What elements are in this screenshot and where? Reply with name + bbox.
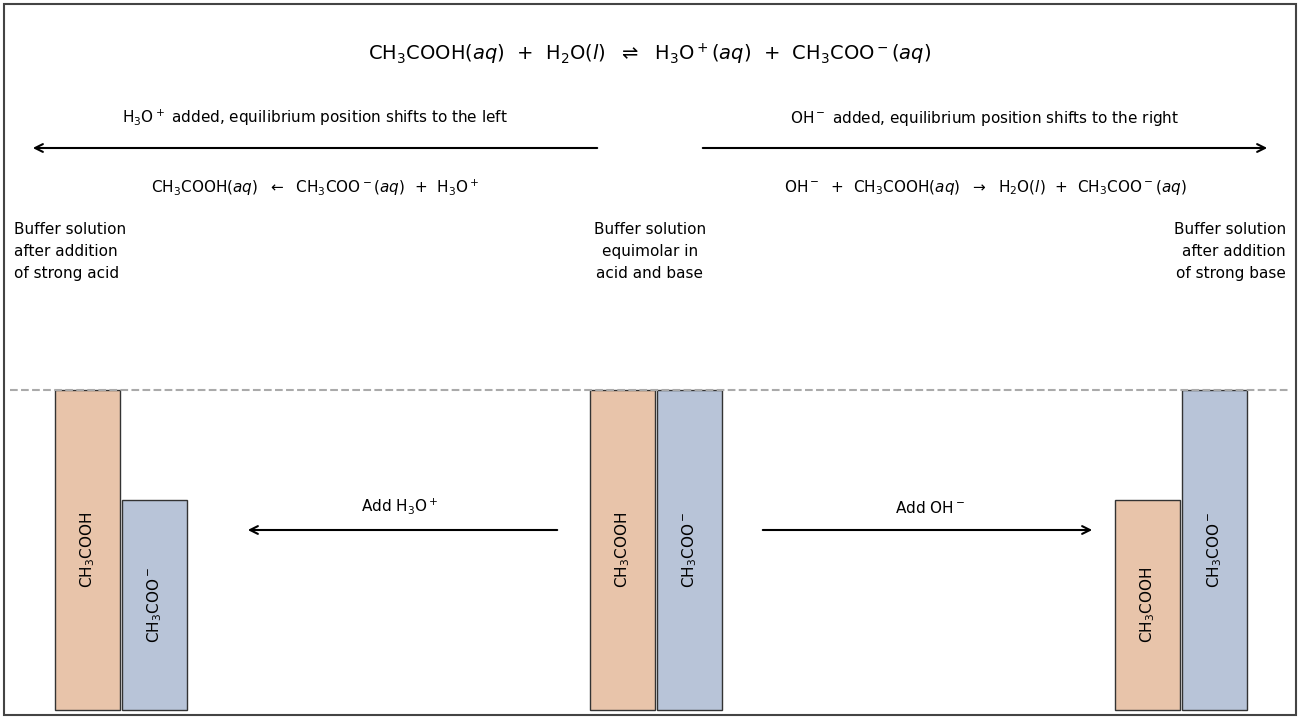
Text: $\rm CH_3COOH$: $\rm CH_3COOH$ (78, 512, 96, 588)
Text: Buffer solution
after addition
of strong base: Buffer solution after addition of strong… (1174, 222, 1286, 281)
Bar (1182, 390, 1247, 710)
Text: Add $\rm OH^-$: Add $\rm OH^-$ (894, 500, 965, 516)
Bar (122, 500, 187, 710)
Text: $\rm OH^-$  +  $\rm CH_3COOH$($aq$)  $\rightarrow$  $\rm H_2O$($l$)  +  $\rm CH_: $\rm OH^-$ + $\rm CH_3COOH$($aq$) $\righ… (784, 178, 1187, 197)
Bar (55, 390, 120, 710)
Text: $\rm CH_3COOH$($aq$)  $\leftarrow$  $\rm CH_3COO^-$($aq$)  +  $\rm H_3O^+$: $\rm CH_3COOH$($aq$) $\leftarrow$ $\rm C… (151, 178, 480, 198)
Text: Add $\rm H_3O^+$: Add $\rm H_3O^+$ (361, 496, 439, 516)
Bar (1115, 500, 1180, 710)
Bar (590, 390, 655, 710)
Text: Buffer solution
after addition
of strong acid: Buffer solution after addition of strong… (14, 222, 126, 281)
Text: $\rm H_3O^+$ added, equilibrium position shifts to the left: $\rm H_3O^+$ added, equilibrium position… (122, 108, 508, 128)
Text: $\rm CH_3COOH$($aq$)  +  $\rm H_2O$($l$)  $\rightleftharpoons$  $\rm H_3O^+$($aq: $\rm CH_3COOH$($aq$) + $\rm H_2O$($l$) $… (368, 42, 932, 68)
Text: $\rm CH_3COO^-$: $\rm CH_3COO^-$ (146, 567, 164, 643)
Text: $\rm CH_3COOH$: $\rm CH_3COOH$ (1139, 567, 1157, 643)
Text: $\rm CH_3COO^-$: $\rm CH_3COO^-$ (680, 512, 699, 588)
Bar (656, 390, 722, 710)
Text: $\rm CH_3COOH$: $\rm CH_3COOH$ (614, 512, 632, 588)
Text: $\rm CH_3COO^-$: $\rm CH_3COO^-$ (1205, 512, 1223, 588)
Text: Buffer solution
equimolar in
acid and base: Buffer solution equimolar in acid and ba… (594, 222, 706, 281)
Text: $\rm OH^-$ added, equilibrium position shifts to the right: $\rm OH^-$ added, equilibrium position s… (790, 109, 1179, 128)
